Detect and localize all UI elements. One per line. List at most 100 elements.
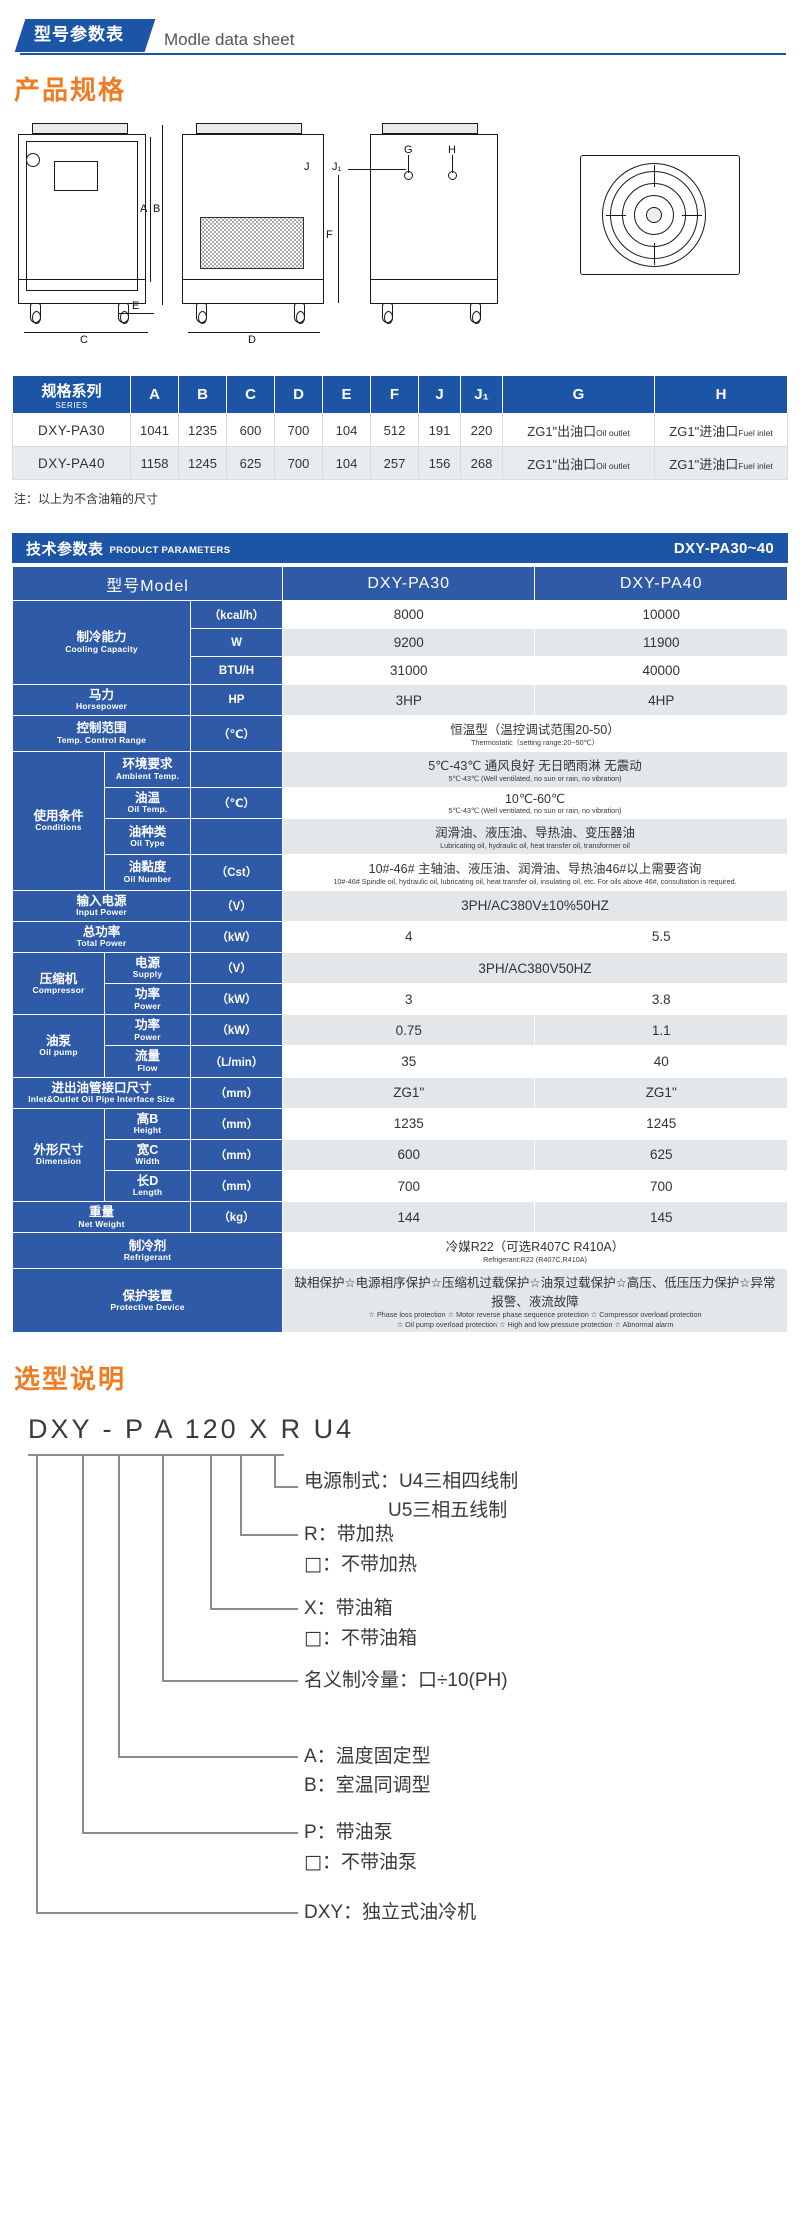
spec-col-series: 规格系列 SERIES (12, 375, 131, 414)
param-value-merged: 3PH/AC380V±10%50HZ (282, 889, 788, 922)
param-value-col2: 10000 (534, 600, 788, 629)
spec-col-g: G (502, 375, 655, 414)
param-group-label: 外形尺寸 Dimension (12, 1107, 105, 1203)
param-group-label: 总功率 Total Power (12, 920, 191, 954)
spec-cell-b: 1235 (178, 413, 227, 447)
leader-tank (210, 1454, 212, 1609)
param-group-label: 制冷剂 Refrigerant (12, 1232, 283, 1269)
param-value-col2: 11900 (534, 628, 788, 657)
param-unit: HP (190, 683, 283, 717)
legend-tank-line2: □：不带油箱 (304, 1626, 417, 1649)
param-row: 重量 Net Weight （kg） 144 145 (12, 1201, 788, 1234)
drawing-view-front: A B E C (14, 117, 164, 347)
dim-label-e: E (132, 300, 140, 312)
param-sub-label: 油温 Oil Temp. (104, 786, 191, 820)
param-unit: （kW） (190, 983, 283, 1016)
legend-tank: X：带油箱 □：不带油箱 (304, 1595, 417, 1652)
spec-cell-h-cn: ZG1"进油口 (669, 456, 739, 472)
param-table: 型号Model DXY-PA30 DXY-PA40 制冷能力 Cooling Capac… (12, 566, 788, 1334)
legend-pump: P：带油泵 □：不带油泵 (304, 1819, 417, 1876)
banner-title-en: Modle data sheet (164, 30, 295, 49)
param-row: 功率 Power （kW） 3 3.8 (13, 983, 788, 1016)
param-value-col2: 700 (534, 1169, 788, 1203)
param-unit (190, 818, 283, 856)
param-value-col2: 1245 (534, 1107, 788, 1140)
param-value-col2: 4HP (534, 683, 788, 717)
param-unit: （V） (190, 889, 283, 922)
param-value-col1: 3HP (281, 683, 536, 717)
param-value-col2: 40000 (534, 656, 788, 685)
spec-cell-a: 1158 (130, 446, 179, 480)
spec-col-c: C (226, 375, 275, 414)
param-sub-label: 环境要求 Ambient Temp. (104, 750, 191, 788)
leader-capacity (162, 1454, 164, 1681)
param-value-merged: 5℃-43℃ 通风良好 无日晒雨淋 无震动 5℃-43℃ (Well ventil… (282, 750, 788, 788)
spec-cell-h: ZG1"进油口Fuel inlet (654, 413, 788, 447)
param-row: 总功率 Total Power （kW） 4 5.5 (12, 920, 788, 954)
param-group-label: 进出油管接口尺寸 Inlet&Outlet Oil Pipe Interface … (12, 1076, 191, 1109)
dim-label-f: F (326, 229, 333, 241)
spec-cell-g-en: Oil outlet (596, 427, 630, 438)
dim-label-j: J (304, 161, 310, 173)
spec-col-d: D (274, 375, 323, 414)
legend-capacity: 名义制冷量：口÷10(PH) (304, 1667, 508, 1696)
param-value-merged: 缺相保护☆电源相序保护☆压缩机过载保护☆油泵过载保护☆高压、低压压力保护☆异常报… (282, 1267, 788, 1334)
spec-cell-h: ZG1"进油口Fuel inlet (654, 446, 788, 480)
model-code-string: DXY - P A 120 X R U4 (28, 1414, 355, 1445)
heading-model-selection: 选型说明 (14, 1364, 127, 1395)
param-group-label: 制冷能力 Cooling Capacity (12, 600, 191, 685)
param-section-bar: 技术参数表 PRODUCT PARAMETERS DXY-PA30~40 (12, 533, 788, 563)
spec-cell-j1: 268 (460, 446, 503, 480)
param-row: 制冷剂 Refrigerant 冷媒R22（可选R407C R410A） Refrig… (12, 1232, 788, 1269)
spec-cell-d: 700 (274, 413, 323, 447)
param-value-merged: 冷媒R22（可选R407C R410A） Refrigerant:R22 (R40… (282, 1232, 788, 1269)
dim-label-b: B (153, 203, 161, 215)
spec-col-f: F (370, 375, 419, 414)
param-row: BTU/H 31000 40000 (13, 656, 788, 685)
leader-series (36, 1454, 38, 1913)
spec-cell-j1: 220 (460, 413, 503, 447)
param-sub-label: 油种类 Oil Type (104, 818, 191, 856)
spec-col-e: E (322, 375, 371, 414)
param-unit: （℃） (190, 715, 283, 752)
banner-underline (20, 53, 786, 55)
param-unit: （V） (190, 952, 283, 985)
param-row: 使用条件 Conditions 环境要求 Ambient Temp. 5℃-43℃ 通风… (12, 750, 788, 891)
param-value-merged: 恒温型（温控调试范围20-50） Thermostatic（setting ran… (282, 715, 788, 752)
spec-table-header-row: 规格系列 SERIES A B C D E F J J₁ G H (12, 375, 788, 414)
param-sub-label: 电源 Supply (104, 952, 191, 985)
param-value-merged: 10#-46# 主轴油、液压油、润滑油、导热油46#以上需要咨询 10#-46# … (282, 854, 788, 891)
leader-heating (240, 1454, 242, 1535)
spec-cell-h-cn: ZG1"进油口 (669, 423, 739, 439)
param-row: 马力 Horsepower HP 3HP 4HP (12, 683, 788, 717)
spec-cell-g-cn: ZG1"出油口 (527, 456, 597, 472)
param-value-col1: ZG1" (281, 1076, 536, 1109)
param-model-col1: DXY-PA30 (281, 566, 536, 601)
param-row: 制冷能力 Cooling Capacity （kcal/h） 8000 10000 (12, 600, 788, 685)
legend-pump-line2: □：不带油泵 (304, 1850, 417, 1873)
param-unit: （kg） (190, 1201, 283, 1234)
param-group-label: 保护装置 Protective Device (12, 1267, 283, 1334)
legend-series: DXY：独立式油冷机 (304, 1899, 476, 1928)
banner-tag-label: 型号参数表 (34, 25, 124, 45)
param-unit: （Cst） (190, 854, 283, 891)
spec-cell-e: 104 (322, 446, 371, 480)
datasheet-page: 型号参数表 Modle data sheet 产品规格 A B (12, 19, 788, 1928)
legend-capacity-line1: 名义制冷量：口÷10(PH) (304, 1670, 508, 1692)
param-bar-title-en: PRODUCT PARAMETERS (109, 544, 231, 556)
spec-table-note: 注：以上为不含油箱的尺寸 (14, 492, 159, 506)
legend-series-line1: DXY：独立式油冷机 (304, 1902, 477, 1924)
param-row: 油黏度 Oil Number （Cst） 10#-46# 主轴油、液压油、润滑油、导热… (13, 854, 788, 891)
param-bar-model-range: DXY-PA30~40 (673, 539, 774, 557)
legend-type: A：温度固定型 B：室温同调型 (304, 1743, 431, 1800)
spec-col-series-en: SERIES (55, 400, 88, 410)
spec-cell-h-en: Fuel inlet (738, 460, 773, 471)
spec-cell-d: 700 (274, 446, 323, 480)
param-group-label: 压缩机 Compressor (12, 952, 105, 1016)
param-group-label: 马力 Horsepower (12, 683, 191, 717)
param-unit: （mm） (190, 1138, 283, 1172)
table-row: DXY-PA40 1158 1245 625 700 104 257 156 2… (12, 446, 788, 480)
spec-cell-model: DXY-PA40 (12, 446, 131, 480)
drawing-view-fan (570, 155, 780, 315)
param-sub-label: 长D Length (104, 1169, 191, 1203)
